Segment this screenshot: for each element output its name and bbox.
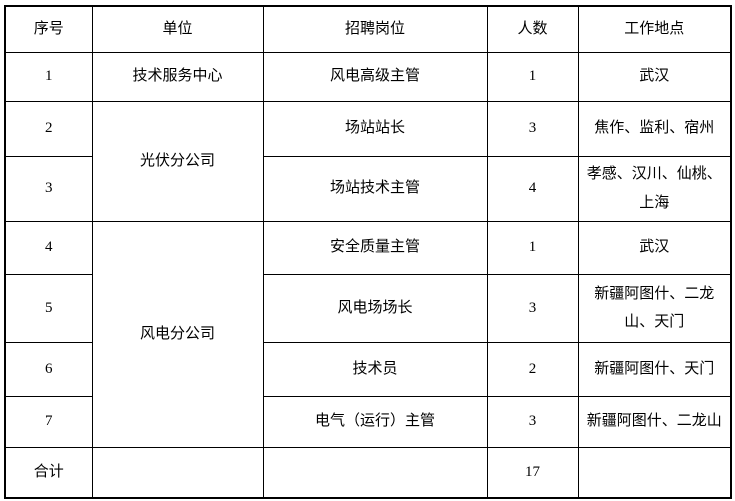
cell-count: 3 — [486, 273, 579, 343]
cell-total-count: 17 — [486, 446, 579, 499]
table-header-row: 序号 单位 招聘岗位 人数 工作地点 — [4, 5, 732, 53]
cell-unit-merged: 光伏分公司 — [91, 100, 264, 222]
cell-unit: 技术服务中心 — [91, 51, 264, 102]
cell-location: 孝感、汉川、仙桃、上海 — [577, 155, 732, 222]
cell-location: 新疆阿图什、二龙山 — [577, 395, 732, 448]
cell-position: 风电场场长 — [262, 273, 488, 343]
header-serial-number: 序号 — [4, 5, 93, 53]
table-row: 2 光伏分公司 场站站长 3 焦作、监利、宿州 — [4, 100, 732, 222]
cell-unit-empty — [91, 446, 264, 499]
cell-serial: 6 — [4, 341, 93, 397]
cell-count: 2 — [486, 341, 579, 397]
cell-serial: 1 — [4, 51, 93, 102]
cell-position: 电气（运行）主管 — [262, 395, 488, 448]
cell-location: 新疆阿图什、天门 — [577, 341, 732, 397]
table-row: 4 风电分公司 安全质量主管 1 武汉 — [4, 220, 732, 448]
cell-location: 新疆阿图什、二龙山、天门 — [577, 273, 732, 343]
cell-position: 技术员 — [262, 341, 488, 397]
cell-location: 武汉 — [577, 51, 732, 102]
cell-position-empty — [262, 446, 488, 499]
cell-serial: 2 — [4, 100, 93, 157]
cell-position: 场站技术主管 — [262, 155, 488, 222]
table-row: 6 技术员 2 新疆阿图什、天门 — [4, 341, 732, 397]
cell-serial: 5 — [4, 273, 93, 343]
header-unit: 单位 — [91, 5, 264, 53]
table-row: 3 场站技术主管 4 孝感、汉川、仙桃、上海 — [4, 155, 732, 222]
recruitment-table: 序号 单位 招聘岗位 人数 工作地点 1 技术服务中心 风电高级主管 1 武汉 … — [4, 5, 732, 499]
header-position: 招聘岗位 — [262, 5, 488, 53]
cell-count: 3 — [486, 100, 579, 157]
cell-location: 焦作、监利、宿州 — [577, 100, 732, 157]
cell-position: 风电高级主管 — [262, 51, 488, 102]
cell-position: 场站站长 — [262, 100, 488, 157]
cell-location-empty — [577, 446, 732, 499]
header-headcount: 人数 — [486, 5, 579, 53]
cell-total-label: 合计 — [4, 446, 93, 499]
cell-serial: 3 — [4, 155, 93, 222]
cell-serial: 4 — [4, 220, 93, 275]
cell-unit-merged: 风电分公司 — [91, 220, 264, 448]
table-total-row: 合计 17 — [4, 446, 732, 499]
cell-count: 4 — [486, 155, 579, 222]
cell-serial: 7 — [4, 395, 93, 448]
table-row: 5 风电场场长 3 新疆阿图什、二龙山、天门 — [4, 273, 732, 343]
cell-count: 1 — [486, 220, 579, 275]
cell-count: 3 — [486, 395, 579, 448]
table-row: 1 技术服务中心 风电高级主管 1 武汉 — [4, 51, 732, 102]
header-work-location: 工作地点 — [577, 5, 732, 53]
cell-count: 1 — [486, 51, 579, 102]
cell-location: 武汉 — [577, 220, 732, 275]
cell-position: 安全质量主管 — [262, 220, 488, 275]
